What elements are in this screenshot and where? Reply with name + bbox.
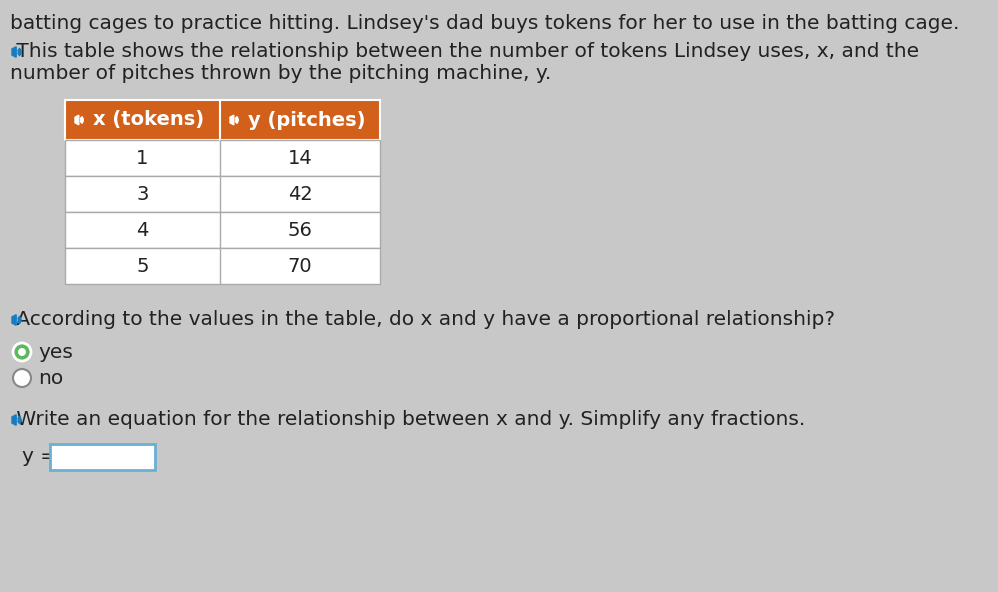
Bar (65, 140, 380, 176)
Text: y (pitches): y (pitches) (248, 111, 365, 130)
Bar (65, 176, 380, 212)
Text: This table shows the relationship between the number of tokens Lindsey uses, x, : This table shows the relationship betwee… (10, 42, 919, 61)
Text: Write an equation for the relationship between x and y. Simplify any fractions.: Write an equation for the relationship b… (10, 410, 805, 429)
Polygon shape (230, 115, 234, 125)
Polygon shape (75, 115, 79, 125)
Text: batting cages to practice hitting. Lindsey's dad buys tokens for her to use in t: batting cages to practice hitting. Linds… (10, 14, 959, 33)
Text: 5: 5 (137, 256, 149, 275)
Bar (65, 212, 380, 248)
Text: 3: 3 (137, 185, 149, 204)
Text: 42: 42 (287, 185, 312, 204)
Text: number of pitches thrown by the pitching machine, y.: number of pitches thrown by the pitching… (10, 64, 551, 83)
Text: 70: 70 (287, 256, 312, 275)
Text: x (tokens): x (tokens) (93, 111, 205, 130)
Bar (65, 100, 380, 140)
Text: 14: 14 (287, 149, 312, 168)
Polygon shape (12, 47, 16, 57)
Text: no: no (38, 368, 63, 388)
Circle shape (13, 343, 31, 361)
Text: 1: 1 (137, 149, 149, 168)
Text: yes: yes (38, 343, 73, 362)
Text: According to the values in the table, do x and y have a proportional relationshi: According to the values in the table, do… (10, 310, 835, 329)
Polygon shape (12, 415, 16, 425)
Bar (65, 248, 380, 284)
Circle shape (18, 348, 26, 356)
Bar (50, 444, 155, 470)
Circle shape (13, 369, 31, 387)
Text: y =: y = (22, 446, 57, 465)
Text: 56: 56 (287, 220, 312, 240)
Polygon shape (12, 315, 16, 325)
Text: 4: 4 (137, 220, 149, 240)
